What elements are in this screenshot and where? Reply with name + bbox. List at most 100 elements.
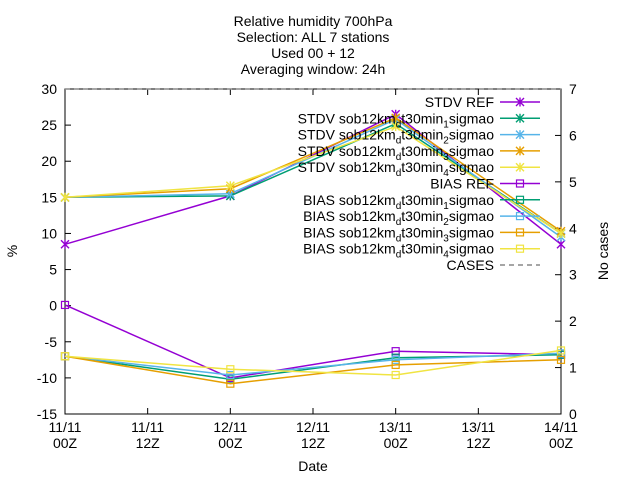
y2-tick-label: 1	[569, 360, 577, 376]
data-point	[556, 346, 566, 355]
data-point	[60, 192, 70, 202]
y-tick-label: 20	[41, 153, 57, 169]
y-tick-label: 5	[49, 262, 57, 278]
legend-label-part: t30min	[401, 192, 443, 208]
legend-label-subscript: d	[396, 136, 402, 147]
legend-sample-marker	[515, 212, 525, 221]
legend-label-subscript: d	[396, 201, 402, 212]
y2-axis-ticks: 0 1 2 3 4 5 6 7	[555, 81, 577, 422]
legend-label-subscript: d	[396, 217, 402, 228]
data-point	[391, 360, 400, 369]
legend-label-subscript: 2	[443, 217, 449, 228]
x-tick-label-date: 11/11	[49, 419, 82, 435]
y-axis-ticks: -15 -10 -5 0 5 10 15 20 25 30	[37, 81, 71, 422]
series-line	[64, 349, 562, 376]
data-point	[225, 181, 235, 191]
series-line	[64, 304, 562, 379]
x-tick-label-hour: 12Z	[301, 435, 326, 451]
legend-sample-marker	[515, 146, 525, 156]
legend-label: BIAS sob12kmdt30min1sigmao	[303, 192, 494, 212]
legend-label-part: STDV sob12km	[298, 127, 396, 143]
legend-label-part: sigmao	[449, 127, 494, 143]
data-point	[556, 355, 566, 364]
legend-label-subscript: d	[396, 152, 402, 163]
legend-label-subscript: d	[396, 233, 402, 244]
x-tick-label-hour: 00Z	[53, 435, 78, 451]
legend-label-subscript: d	[396, 168, 402, 179]
y-tick-label: 0	[49, 298, 57, 314]
x-tick-label-date: 13/11	[379, 419, 413, 435]
legend-label-part: sigmao	[449, 224, 494, 240]
data-point	[60, 239, 70, 249]
legend-label-subscript: 4	[443, 250, 449, 261]
legend-label-part: STDV sob12km	[298, 159, 396, 175]
legend-sample-marker	[515, 228, 525, 237]
legend-label: STDV sob12kmdt30min3sigmao	[298, 143, 495, 163]
y-tick-label: -15	[37, 406, 57, 422]
x-tick-label-date: 13/11	[461, 419, 495, 435]
y-tick-label: -10	[37, 370, 57, 386]
series-layer	[60, 88, 566, 388]
title-line: Averaging window: 24h	[241, 61, 386, 77]
title-line: Selection: ALL 7 stations	[237, 29, 390, 45]
data-point	[60, 352, 70, 361]
legend-label-part: t30min	[401, 224, 443, 240]
data-point	[391, 355, 400, 364]
legend-label-part: sigmao	[449, 241, 494, 257]
x-tick-label-date: 14/11	[544, 419, 578, 435]
legend-label-part: sigmao	[449, 208, 494, 224]
series-line	[64, 355, 562, 385]
y2-axis-label: No cases	[595, 222, 611, 280]
legend-sample-marker	[515, 113, 525, 123]
x-tick-label-date: 12/11	[296, 419, 330, 435]
legend-label-part: sigmao	[449, 110, 494, 126]
legend-label-part: STDV REF	[425, 94, 494, 110]
y2-tick-label: 4	[569, 220, 577, 236]
y2-tick-label: 3	[569, 267, 577, 283]
legend-label-part: t30min	[401, 143, 443, 159]
y2-tick-label: 2	[569, 313, 577, 329]
legend-label-part: t30min	[401, 241, 443, 257]
legend-label-subscript: d	[396, 119, 402, 130]
x-tick-label-hour: 12Z	[136, 435, 161, 451]
x-tick-label-date: 12/11	[213, 419, 247, 435]
series-line	[64, 125, 562, 235]
legend-label-subscript: 2	[443, 136, 449, 147]
legend-label: STDV sob12kmdt30min2sigmao	[298, 127, 495, 147]
y2-tick-label: 6	[569, 127, 577, 143]
x-tick-label-hour: 12Z	[466, 435, 491, 451]
data-point	[391, 370, 400, 380]
x-axis-label: Date	[298, 458, 328, 474]
legend-label-part: CASES	[447, 257, 494, 273]
legend-label-subscript: 3	[443, 233, 449, 244]
legend-label-part: sigmao	[449, 192, 494, 208]
legend-label-part: BIAS sob12km	[303, 208, 396, 224]
legend-sample-marker	[515, 97, 525, 107]
y2-tick-label: 5	[569, 174, 577, 190]
data-point	[226, 370, 235, 380]
legend-sample-marker	[515, 130, 525, 140]
legend-label: STDV sob12kmdt30min4sigmao	[298, 159, 495, 179]
legend-label-part: STDV sob12km	[298, 110, 396, 126]
legend-label-part: BIAS sob12km	[303, 224, 396, 240]
y-tick-label: 15	[41, 189, 57, 205]
legend-label-subscript: 1	[443, 201, 449, 212]
legend-label-part: BIAS sob12km	[303, 192, 396, 208]
data-point	[60, 300, 70, 310]
legend-sample-marker	[515, 244, 525, 253]
y-axis-label: %	[4, 245, 20, 257]
legend-label: CASES	[447, 257, 494, 273]
legend-label: STDV REF	[425, 94, 494, 110]
x-tick-label-hour: 00Z	[218, 435, 243, 451]
legend-label-subscript: 3	[443, 152, 449, 163]
x-tick-label-hour: 00Z	[549, 435, 574, 451]
legend-label: BIAS sob12kmdt30min3sigmao	[303, 224, 494, 244]
legend-label-part: BIAS REF	[430, 176, 494, 192]
y-tick-label: -5	[45, 334, 58, 350]
legend-label: BIAS sob12kmdt30min2sigmao	[303, 208, 494, 228]
legend-label-subscript: 4	[443, 168, 449, 179]
x-tick-label-date: 11/11	[131, 419, 164, 435]
y2-tick-label: 0	[569, 406, 577, 422]
